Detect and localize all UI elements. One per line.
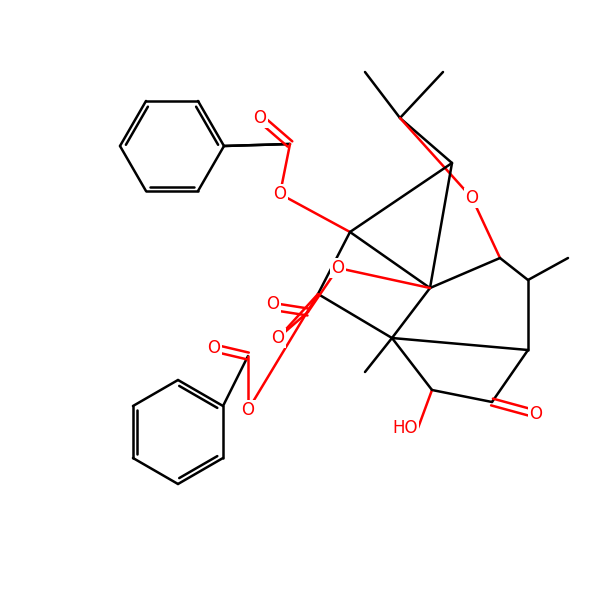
- Text: O: O: [466, 189, 479, 207]
- Text: HO: HO: [392, 419, 418, 437]
- Text: O: O: [241, 401, 254, 419]
- Text: O: O: [271, 329, 284, 347]
- Text: O: O: [266, 295, 280, 313]
- Text: O: O: [331, 259, 344, 277]
- Text: O: O: [530, 405, 542, 423]
- Text: O: O: [274, 185, 287, 203]
- Text: O: O: [254, 109, 266, 127]
- Text: O: O: [208, 339, 221, 357]
